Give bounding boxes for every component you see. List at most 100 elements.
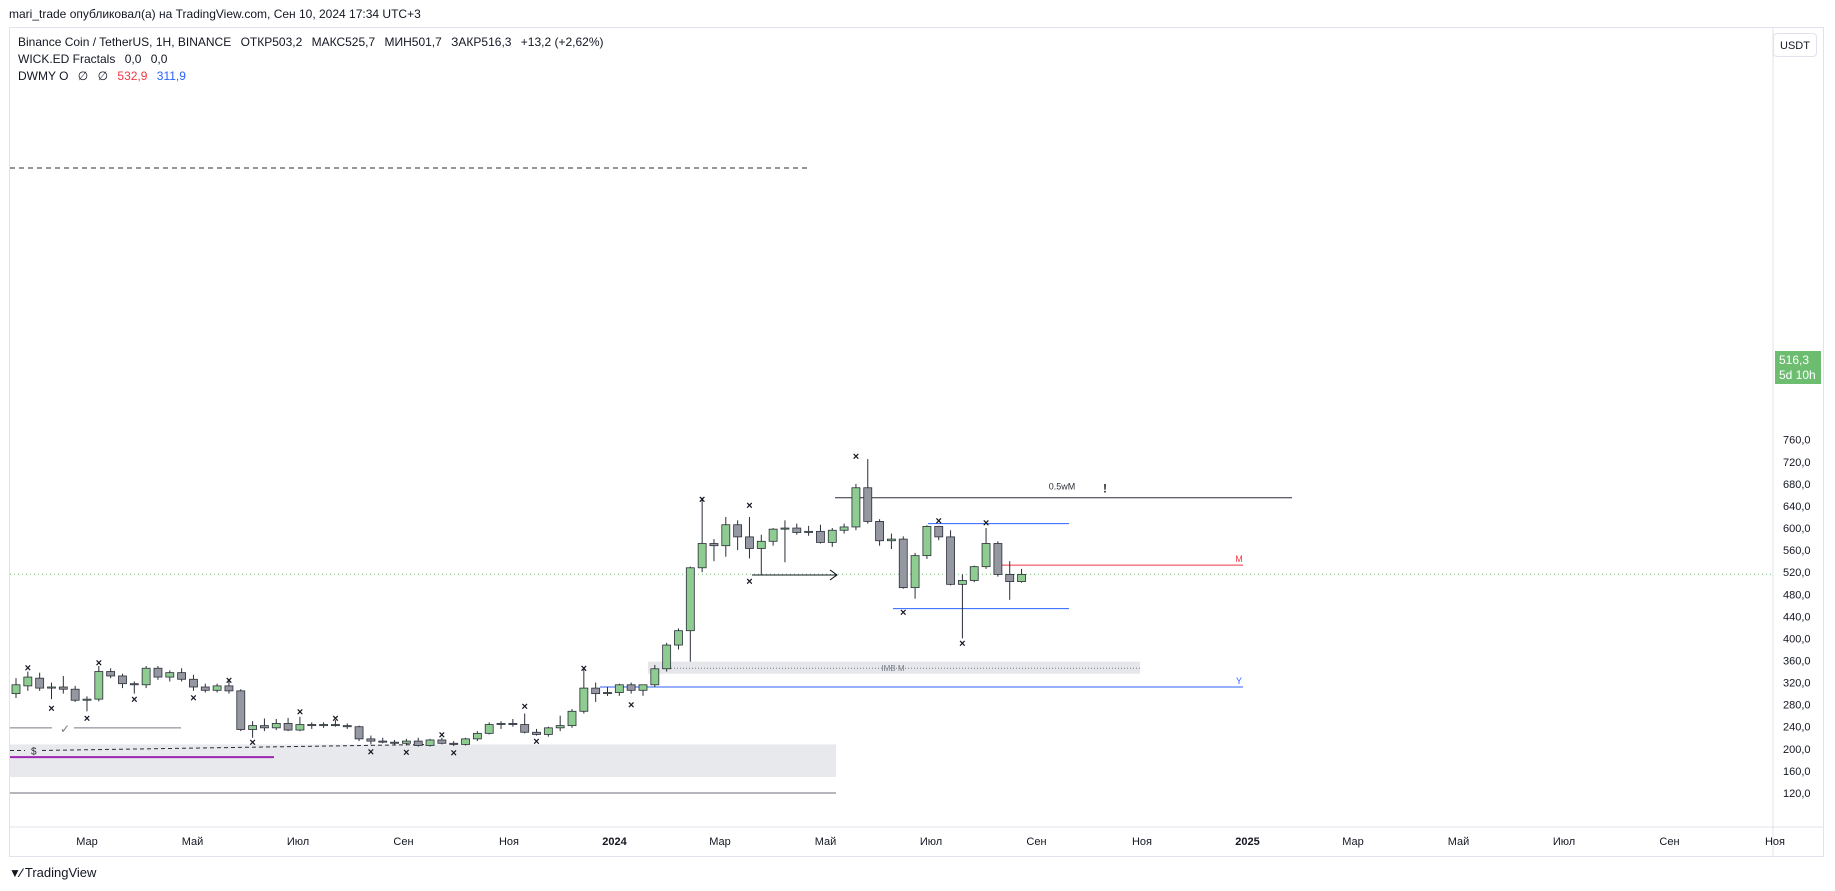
fractal-markers: × × × × × × × × × × × × × × × × × × × × × × × × × × <box>25 451 990 760</box>
symbol-name[interactable]: Binance Coin / TetherUS, 1H, BINANCE <box>18 35 232 49</box>
candle-down <box>875 519 884 546</box>
candle-body <box>804 530 814 533</box>
fractal-marker-icon: × <box>368 747 374 759</box>
candle-down <box>591 682 601 702</box>
price-tick-label: 280,0 <box>1783 700 1811 712</box>
candle-down <box>70 685 80 702</box>
candle-up <box>981 528 991 569</box>
candle-up <box>922 525 932 559</box>
candle-body <box>520 724 530 733</box>
candle-body <box>851 487 861 528</box>
candle-body <box>910 555 920 589</box>
candle-down <box>106 668 116 679</box>
candle-body <box>650 668 660 686</box>
candle-body <box>543 727 553 735</box>
candle-up <box>165 670 175 682</box>
candle-up <box>271 719 281 731</box>
candle-down <box>177 668 187 682</box>
price-tick-label: 480,0 <box>1783 589 1811 601</box>
candle-up <box>969 565 979 583</box>
candle-body <box>106 671 116 677</box>
candle-up <box>851 483 861 531</box>
candle-body <box>603 692 612 695</box>
fractal-marker-icon: × <box>96 658 102 670</box>
candle-body <box>271 723 281 729</box>
candle-body <box>212 685 222 691</box>
candle-up <box>47 682 56 700</box>
imbalance-zone <box>648 661 1140 674</box>
indicator-row-fractals: WICK.ED Fractals 0,0 0,0 <box>18 51 604 68</box>
candle-body <box>413 740 423 746</box>
candle-body <box>792 527 802 533</box>
time-tick-label: Май <box>182 836 204 848</box>
candle-down <box>189 674 198 691</box>
candle-body <box>82 698 92 701</box>
candle-up <box>697 497 707 573</box>
price-tick-label: 520,0 <box>1783 567 1811 579</box>
candles <box>11 459 1026 747</box>
dollar-label: $ <box>31 746 37 757</box>
candle-body <box>437 739 447 744</box>
candle-up <box>23 671 33 691</box>
candle-down <box>520 713 530 734</box>
candle-body <box>283 723 293 731</box>
candle-down <box>35 672 45 691</box>
fractal-marker-icon: × <box>297 706 303 718</box>
candle-body <box>307 724 317 727</box>
candle-down <box>354 725 364 742</box>
candle-body <box>165 672 175 678</box>
time-tick-label: Май <box>1448 836 1470 848</box>
price-tick-label: 720,0 <box>1783 457 1811 469</box>
candle-up <box>543 726 553 737</box>
time-tick-label: Ноя <box>1132 836 1152 848</box>
candle-body <box>461 738 470 745</box>
candle-down <box>532 728 541 736</box>
candle-up <box>910 552 920 599</box>
candle-body <box>993 543 1003 575</box>
candle-body <box>200 686 210 691</box>
fractal-marker-icon: × <box>48 703 54 715</box>
brand-name[interactable]: TradingView <box>24 865 97 880</box>
candle-down <box>200 683 210 693</box>
publication-info: mari_trade опубликовал(а) на TradingView… <box>9 7 421 21</box>
candle-down <box>816 524 825 544</box>
candle-down <box>792 523 802 535</box>
candle-down <box>153 666 163 680</box>
indicator-value-yearly: 311,9 <box>156 69 186 83</box>
fractal-marker-icon: × <box>249 737 255 749</box>
indicator-value-monthly: 532,9 <box>117 69 148 83</box>
currency-button[interactable]: USDT <box>1773 33 1817 57</box>
candle-up <box>141 666 151 689</box>
candle-up <box>1017 568 1026 583</box>
candle-down <box>58 675 68 694</box>
candle-body <box>863 487 873 522</box>
candle-up <box>662 642 672 672</box>
candle-up <box>496 721 506 729</box>
fractal-marker-icon: × <box>439 729 445 741</box>
fractal-marker-icon: × <box>450 748 456 760</box>
time-tick-label: Июл <box>1553 836 1575 848</box>
candle-body <box>508 723 518 725</box>
tradingview-logo-icon[interactable]: ▼⁄ <box>9 865 22 880</box>
candle-up <box>461 737 470 746</box>
indicator-name-fractals[interactable]: WICK.ED Fractals <box>18 52 116 66</box>
candle-body <box>11 684 21 695</box>
price-tick-label: 360,0 <box>1783 656 1811 668</box>
candle-up <box>295 716 305 732</box>
candle-body <box>591 687 601 695</box>
fractal-marker-icon: × <box>190 692 196 704</box>
open-value: ОТКР503,2 <box>240 35 303 49</box>
indicator-name-dwmy[interactable]: DWMY O <box>18 69 69 83</box>
candle-down <box>1005 561 1015 600</box>
candle-body <box>958 580 967 585</box>
fractal-marker-icon: × <box>84 713 90 725</box>
candle-body <box>295 724 305 731</box>
fractal-marker-icon: × <box>959 638 965 650</box>
candle-down <box>449 741 459 747</box>
candle-up <box>685 566 695 662</box>
drawing-lines: 0.5wM ! M Y ✓ $ <box>10 167 1773 759</box>
candle-up <box>887 533 896 550</box>
indicator-value: ∅ <box>97 69 109 83</box>
fractal-marker-icon: × <box>25 663 31 675</box>
